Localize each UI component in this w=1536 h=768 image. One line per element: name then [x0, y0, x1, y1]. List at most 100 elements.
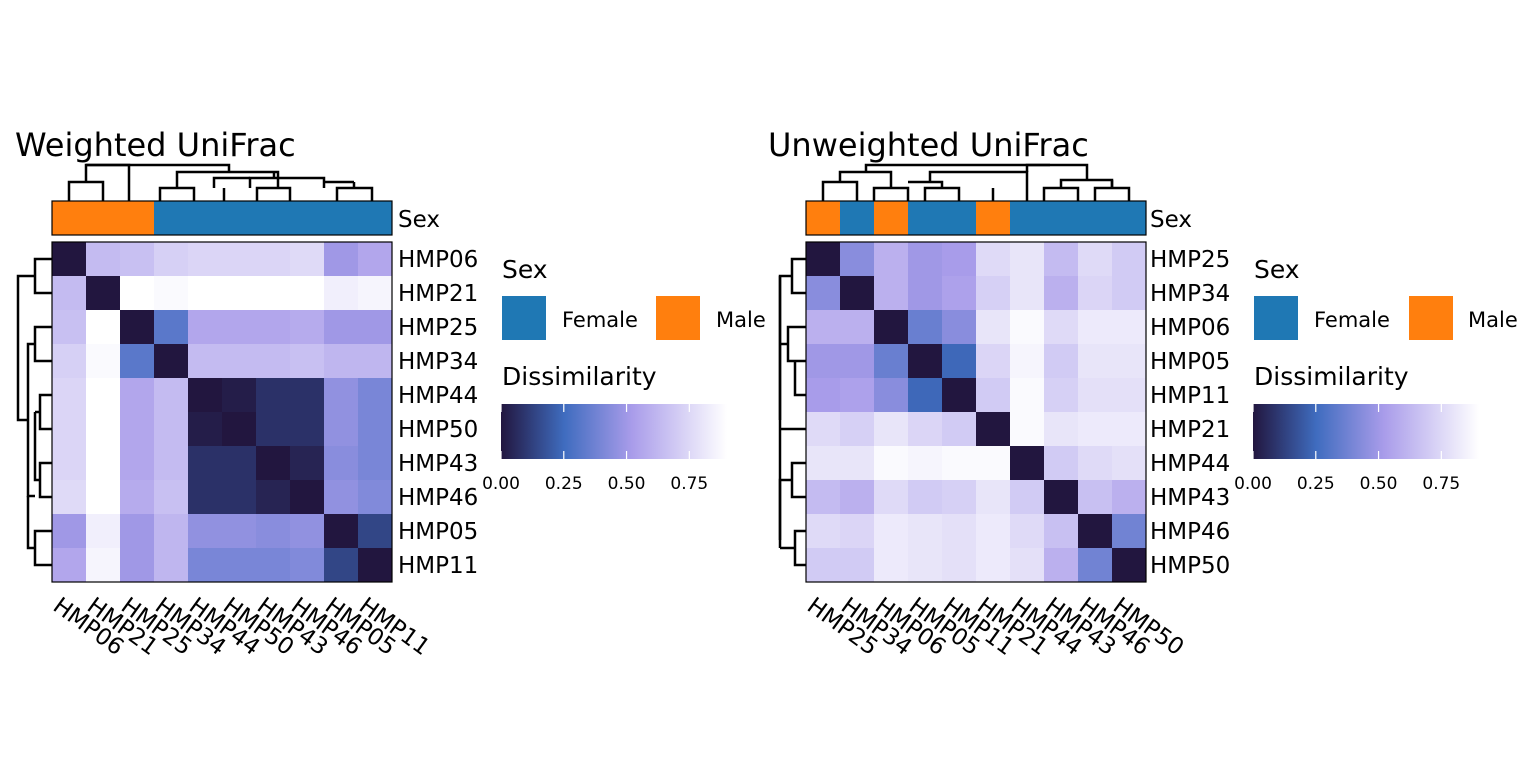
heatmap-cell [1010, 514, 1045, 549]
heatmap-cell [1010, 310, 1045, 345]
heatmap-cell [976, 276, 1011, 311]
heatmap-cell [976, 446, 1011, 481]
scale-tick-label: 0.00 [482, 474, 520, 494]
heatmap-cell [256, 310, 291, 345]
heatmap-cell [188, 480, 223, 515]
heatmap-cell [942, 412, 977, 447]
heatmap-cell [154, 242, 189, 277]
row-label: HMP43 [1150, 485, 1230, 511]
dendrogram-branch [33, 529, 52, 567]
scale-legend-title: Dissimilarity [502, 362, 657, 391]
heatmap-cell [806, 344, 841, 379]
heatmap-cell [942, 378, 977, 413]
dendrogram-branch [786, 325, 806, 363]
dendrogram-branch [26, 496, 35, 550]
heatmap-cell [154, 446, 189, 481]
heatmap-cell [86, 514, 121, 549]
heatmap-cell [1078, 446, 1113, 481]
annotation-cell-female [1078, 201, 1113, 235]
heatmap-cell [290, 242, 325, 277]
heatmap-cell [222, 412, 257, 447]
heatmap-cell [1112, 480, 1147, 515]
dendrogram-branch [33, 257, 52, 295]
dendrogram-branch [908, 180, 944, 188]
annotation-cell-female [1044, 201, 1079, 235]
heatmap-cell [806, 446, 841, 481]
dendrogram-branch [26, 342, 35, 498]
color-scale-bar [501, 404, 727, 459]
heatmap-cell [1010, 446, 1045, 481]
heatmap-cell [256, 276, 291, 311]
heatmap-cell [806, 276, 841, 311]
heatmap-cell [52, 310, 87, 345]
heatmap-cell [874, 480, 909, 515]
heatmap-cell [290, 514, 325, 549]
annotation-cell-male [120, 201, 155, 235]
heatmap-cell [840, 548, 875, 583]
heatmap-cell [908, 276, 943, 311]
heatmap-cell [1112, 276, 1147, 311]
annotation-cell-female [222, 201, 257, 235]
heatmap-cell [1010, 242, 1045, 277]
heatmap-cell [52, 378, 87, 413]
heatmap-cell [324, 412, 359, 447]
heatmap-cell [1112, 548, 1147, 583]
annotation-cell-male [976, 201, 1011, 235]
legend-label-male: Male [716, 308, 766, 332]
sex-annotation-bar [51, 200, 393, 236]
dendrogram-branch [335, 186, 374, 201]
heatmap-cell [942, 344, 977, 379]
heatmap-cell [806, 514, 841, 549]
heatmap-cell [120, 310, 155, 345]
sex-annotation-bar [805, 200, 1147, 236]
heatmap-cell [222, 242, 257, 277]
heatmap-cell [188, 310, 223, 345]
heatmap-border [805, 241, 1147, 583]
heatmap-cell [1078, 276, 1113, 311]
heatmap-cell [908, 378, 943, 413]
dissimilarity-legend: Dissimilarity 0.00 0.25 0.50 0.75 [482, 362, 727, 494]
heatmap-cell [120, 344, 155, 379]
heatmap-cell [874, 548, 909, 583]
heatmap-cell [1044, 446, 1079, 481]
row-label: HMP43 [398, 451, 478, 477]
dendrogram-branch [778, 478, 792, 540]
heatmap-cell [256, 480, 291, 515]
heatmap-cell [188, 378, 223, 413]
heatmap-cell [154, 276, 189, 311]
heatmap-cell [120, 514, 155, 549]
heatmap-cell [840, 276, 875, 311]
heatmap-cell [256, 548, 291, 583]
heatmap-cell [1010, 378, 1045, 413]
heatmap-cell [290, 344, 325, 379]
heatmap-cell [1112, 446, 1147, 481]
heatmap-cell [874, 446, 909, 481]
heatmap-cell [942, 548, 977, 583]
annotation-cell-male [86, 201, 121, 235]
column-labels: HMP25HMP34HMP06HMP05HMP11HMP21HMP44HMP43… [802, 593, 1188, 661]
heatmap-cell [1010, 412, 1045, 447]
dendrogram-branch [1093, 186, 1131, 201]
heatmap-cell [1044, 276, 1079, 311]
heatmap-cell [154, 310, 189, 345]
heatmap-cell [324, 242, 359, 277]
heatmap-cell [290, 446, 325, 481]
legend-label-female: Female [562, 308, 638, 332]
heatmap-cell [976, 480, 1011, 515]
heatmap-cell [120, 242, 155, 277]
heatmap-cell [290, 480, 325, 515]
heatmap-cell [908, 242, 943, 277]
heatmap-cell [908, 480, 943, 515]
panel-title: Weighted UniFrac [15, 126, 296, 164]
scale-tick-label: 0.50 [608, 474, 646, 494]
heatmap-cell [874, 344, 909, 379]
annotation-cell-male [806, 201, 841, 235]
heatmap-cell [840, 310, 875, 345]
heatmap-cell [358, 242, 393, 277]
row-label: HMP25 [1150, 247, 1230, 273]
dendrogram-branch [793, 529, 806, 567]
heatmap-cell [976, 548, 1011, 583]
dendrogram-branch [158, 186, 196, 201]
heatmap-cell [86, 276, 121, 311]
